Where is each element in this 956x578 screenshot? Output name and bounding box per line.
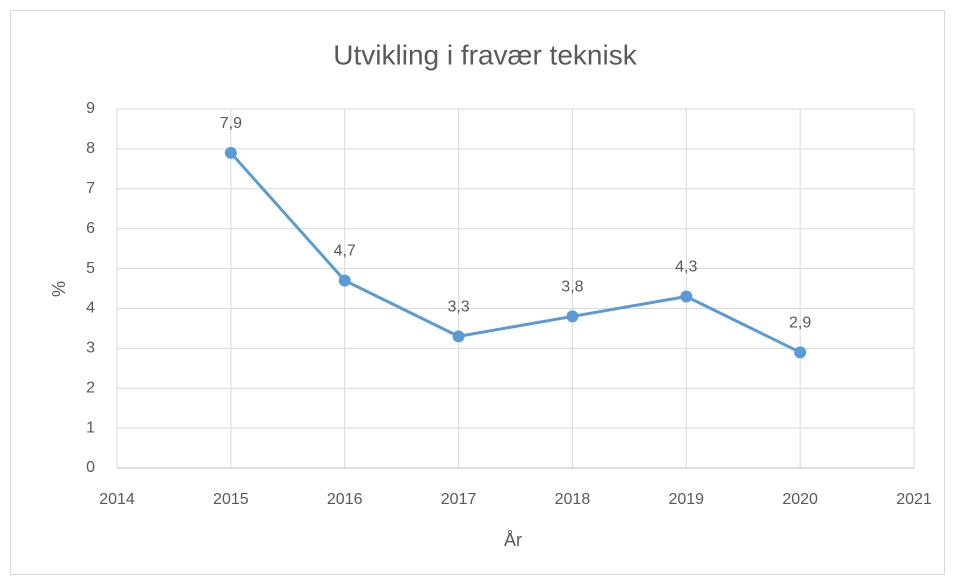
y-tick-label: 5 (86, 260, 95, 277)
data-point (224, 146, 237, 159)
y-tick-label: 1 (86, 419, 95, 436)
y-tick-label: 3 (86, 340, 95, 357)
y-tick-label: 9 (86, 100, 95, 117)
data-label: 2,9 (789, 315, 811, 332)
data-point (794, 346, 807, 359)
x-tick-label: 2018 (555, 491, 591, 508)
x-tick-label: 2014 (99, 491, 135, 508)
y-tick-label: 7 (86, 180, 95, 197)
y-tick-label: 8 (86, 140, 95, 157)
x-tick-label: 2019 (668, 491, 704, 508)
x-tick-label: 2021 (896, 491, 932, 508)
y-axis-title: % (49, 281, 69, 297)
data-label: 7,9 (220, 115, 242, 132)
data-label: 3,8 (561, 279, 583, 296)
series-line (229, 151, 801, 354)
chart-title: Utvikling i fravær teknisk (333, 39, 637, 70)
data-label: 3,3 (447, 299, 469, 316)
x-tick-label: 2016 (327, 491, 363, 508)
data-label: 4,7 (334, 243, 356, 260)
y-tick-label: 0 (86, 459, 95, 476)
y-tick-label: 2 (86, 379, 95, 396)
data-point (566, 310, 579, 323)
y-tick-label: 6 (86, 220, 95, 237)
y-tick-label: 4 (86, 300, 95, 317)
x-tick-label: 2015 (213, 491, 249, 508)
data-point (680, 290, 693, 303)
chart-border (10, 10, 945, 575)
data-point (338, 274, 351, 287)
x-tick-label: 2017 (441, 491, 477, 508)
x-axis-title: År (504, 530, 522, 550)
x-tick-label: 2020 (782, 491, 818, 508)
data-point (452, 330, 465, 343)
data-label: 4,3 (675, 259, 697, 276)
